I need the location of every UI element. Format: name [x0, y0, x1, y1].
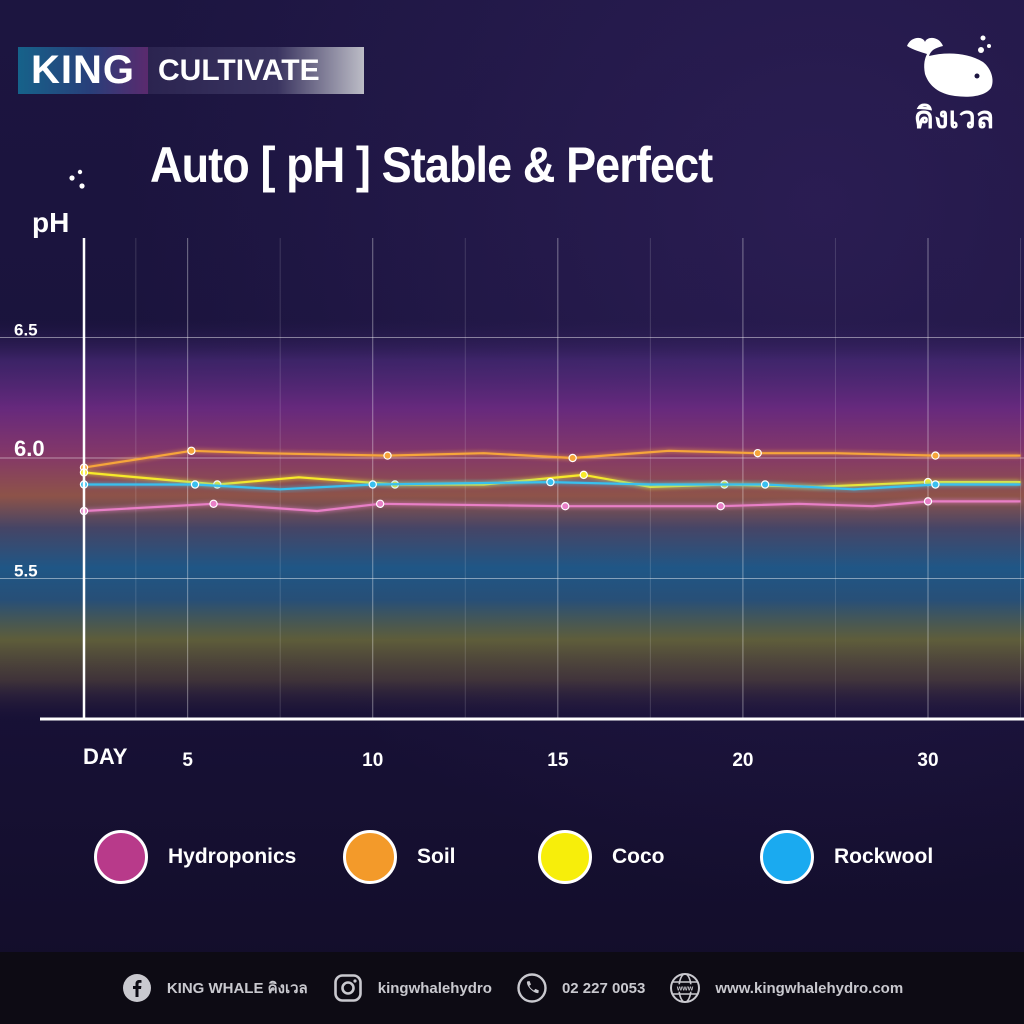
logo-wordmark: คิงเวล: [913, 101, 995, 136]
legend-item-rockwool: Rockwool: [760, 830, 933, 884]
x-axis-label: DAY: [83, 744, 128, 769]
series-point-soil: [383, 451, 392, 460]
footer-phone-text: 02 227 0053: [561, 979, 646, 997]
legend-item-hydroponics: Hydroponics: [94, 830, 296, 884]
y-tick-label: 5.5: [14, 562, 38, 581]
footer-phone[interactable]: 02 227 0053: [516, 972, 645, 1004]
badge-cultivate-label: CULTIVATE: [148, 47, 364, 94]
series-line-hydroponics: [83, 500, 1021, 513]
www-icon-text: www: [676, 986, 694, 993]
bubble-dot: [79, 183, 85, 189]
instagram-icon: [332, 972, 364, 1004]
globe-www-icon: www: [669, 972, 701, 1004]
series-point-hydroponics: [375, 499, 385, 508]
series-point-rockwool: [190, 480, 200, 489]
x-tick-label: 30: [917, 750, 938, 771]
series-point-soil: [568, 453, 577, 463]
series-point-soil: [931, 451, 940, 460]
legend-label: Rockwool: [834, 845, 934, 868]
series-lines: [79, 446, 1021, 516]
x-tick-label: 20: [732, 750, 753, 771]
footer-instagram-text: kingwhalehydro: [377, 979, 492, 997]
legend-label: Soil: [417, 845, 456, 868]
legend-swatch: [760, 830, 814, 884]
brand-badge: KING CULTIVATE: [18, 47, 364, 94]
x-tick-label: 5: [182, 750, 193, 771]
legend-swatch: [94, 830, 148, 884]
ph-line-chart: pH 6.5 6.0 5.5 DAY 5 10 15 20 30: [0, 169, 1024, 771]
y-axis-label: pH: [32, 207, 69, 238]
footer-instagram[interactable]: kingwhalehydro: [332, 972, 492, 1004]
series-point-hydroponics: [561, 502, 570, 511]
x-tick-label: 15: [547, 750, 569, 771]
chart-title: Auto [ pH ] Stable & Perfect: [150, 137, 713, 193]
footer-website-text: www.kingwhalehydro.com: [715, 979, 904, 997]
legend-item-coco: Coco: [538, 830, 665, 884]
footer-website[interactable]: www www.kingwhalehydro.com: [669, 972, 903, 1004]
legend-swatch: [343, 830, 397, 884]
series-line-rockwool: [84, 481, 1021, 491]
badge-king-label: KING: [18, 47, 148, 94]
y-tick-label: 6.0: [14, 436, 45, 461]
series-point-hydroponics: [923, 497, 933, 506]
facebook-icon: [121, 972, 153, 1004]
legend-item-soil: Soil: [343, 830, 456, 884]
series-point-hydroponics: [209, 499, 218, 508]
whale-logo-icon: [907, 35, 993, 97]
series-point-coco: [579, 470, 588, 480]
footer-facebook-text: KING WHALE คิงเวล: [166, 980, 308, 997]
legend-swatch: [538, 830, 592, 884]
phone-icon: [516, 972, 548, 1004]
bubble-dot: [77, 169, 83, 175]
y-tick-label: 6.5: [14, 321, 38, 340]
series-point-hydroponics: [716, 502, 725, 511]
series-point-rockwool: [760, 480, 770, 489]
series-point-rockwool: [368, 480, 377, 489]
axes: [40, 238, 1024, 721]
footer-facebook[interactable]: KING WHALE คิงเวล: [121, 972, 308, 1004]
bubble-dot: [69, 175, 75, 181]
chart-legend: Hydroponics Soil Coco Rockwool: [0, 830, 1024, 884]
ph-range-band: [0, 320, 1024, 720]
x-tick-label: 10: [362, 750, 383, 771]
series-point-rockwool: [546, 477, 555, 487]
legend-label: Coco: [612, 845, 665, 868]
series-point-rockwool: [931, 480, 940, 489]
legend-label: Hydroponics: [168, 845, 297, 868]
grid-lines: [0, 238, 1024, 719]
footer-bar: KING WHALE คิงเวล kingwhalehydro 02 227 …: [0, 952, 1024, 1024]
series-point-soil: [753, 448, 762, 458]
series-point-soil: [187, 446, 196, 455]
tick-labels: pH 6.5 6.0 5.5 DAY 5 10 15 20 30: [14, 169, 939, 771]
